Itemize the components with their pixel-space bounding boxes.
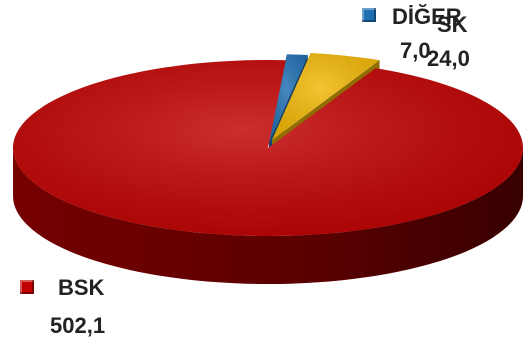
legend-label-sk: SK bbox=[437, 12, 468, 37]
legend-label-bsk: BSK bbox=[58, 275, 105, 300]
pie-slice-shade-bsk bbox=[13, 59, 523, 237]
legend-label-diger: DİĞER bbox=[392, 4, 462, 29]
pie-slice-shade-dier bbox=[269, 54, 308, 143]
pie-side-shade-bsk bbox=[13, 148, 523, 284]
data-label-sk: 24,0 bbox=[427, 46, 470, 71]
data-label-bsk: 502,1 bbox=[50, 313, 106, 338]
data-label-diger: 7,0 bbox=[400, 38, 431, 63]
legend-swatch-diger bbox=[362, 8, 376, 22]
pie-slice-shade-sk bbox=[272, 52, 380, 140]
legend-swatch-bsk bbox=[20, 280, 34, 294]
